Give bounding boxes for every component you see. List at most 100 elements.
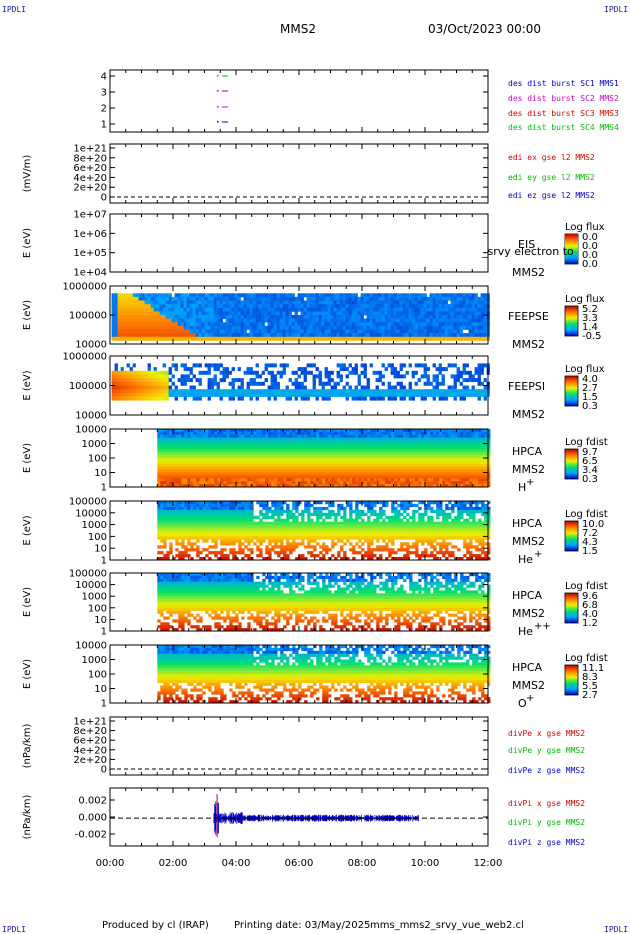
heatmap-cell xyxy=(238,472,242,476)
heatmap-cell xyxy=(355,455,359,459)
heatmap-cell xyxy=(372,307,376,312)
heatmap-cell xyxy=(448,434,452,438)
heatmap-cell xyxy=(265,455,269,459)
heatmap-cell xyxy=(414,329,418,334)
heatmap-cell xyxy=(345,336,349,341)
heatmap-cell xyxy=(325,463,329,467)
heatmap-cell xyxy=(300,367,304,372)
heatmap-cell xyxy=(207,311,211,316)
heatmap-cell xyxy=(376,434,380,438)
heatmap-cell xyxy=(475,443,479,447)
heatmap-cell xyxy=(370,481,374,485)
heatmap-cell xyxy=(373,455,377,459)
heatmap-cell xyxy=(313,458,317,462)
heatmap-cell xyxy=(313,434,317,438)
heatmap-cell xyxy=(441,336,445,341)
heatmap-cell xyxy=(198,315,202,319)
heatmap-cell xyxy=(253,460,257,465)
heatmap-cell xyxy=(472,475,476,479)
heatmap-cell xyxy=(208,440,212,444)
heatmap-cell xyxy=(420,363,424,368)
heatmap-cell xyxy=(172,472,176,476)
heatmap-cell xyxy=(294,378,298,383)
heatmap-cell xyxy=(169,452,173,456)
heatmap-cell xyxy=(249,389,253,394)
heatmap-cell xyxy=(354,370,358,375)
heatmap-cell xyxy=(394,481,398,485)
heatmap-cell xyxy=(186,392,190,397)
ytick-label-feepse: 100000 xyxy=(69,311,107,322)
heatmap-cell xyxy=(379,452,383,456)
heatmap-cell xyxy=(303,396,307,401)
heatmap-cell xyxy=(409,460,413,465)
heatmap-cell xyxy=(177,389,181,394)
heatmap-cell xyxy=(453,378,457,383)
heatmap-cell xyxy=(298,472,302,476)
heatmap-cell xyxy=(249,307,253,312)
heatmap-cell xyxy=(442,463,446,467)
heatmap-cell xyxy=(268,434,272,438)
heatmap-cell xyxy=(307,481,311,485)
heatmap-cell xyxy=(327,322,331,327)
heatmap-cell xyxy=(348,315,352,319)
heatmap-cell xyxy=(117,392,121,397)
heatmap-cell xyxy=(228,304,232,309)
heatmap-cell xyxy=(174,318,178,323)
heatmap-cell xyxy=(159,381,163,386)
heatmap-cell xyxy=(402,300,406,305)
heatmap-cell xyxy=(424,449,428,453)
heatmap-cell xyxy=(442,437,446,441)
heatmap-cell xyxy=(394,472,398,476)
colorbar-value-feepsi: 0.3 xyxy=(582,401,598,412)
heatmap-cell xyxy=(318,370,322,375)
heatmap-cell xyxy=(160,460,164,465)
heatmap-cell xyxy=(280,443,284,447)
heatmap-cell xyxy=(382,440,386,444)
heatmap-cell xyxy=(475,440,479,444)
heatmap-cell xyxy=(129,322,133,327)
heatmap-cell xyxy=(454,452,458,456)
heatmap-cell xyxy=(249,311,253,316)
heatmap-cell xyxy=(294,336,298,341)
heatmap-cell xyxy=(175,429,179,433)
heatmap-cell xyxy=(174,293,178,298)
heatmap-cell xyxy=(202,443,206,447)
heatmap-cell xyxy=(150,325,154,330)
heatmap-cell xyxy=(337,466,341,470)
heatmap-cell xyxy=(357,378,361,383)
heatmap-cell xyxy=(375,311,379,316)
heatmap-cell xyxy=(198,389,202,394)
heatmap-cell xyxy=(444,367,448,372)
heatmap-cell xyxy=(426,322,430,327)
heatmap-cell xyxy=(259,481,263,485)
heatmap-cell xyxy=(295,429,299,433)
heatmap-cell xyxy=(430,484,434,488)
heatmap-cell xyxy=(264,318,268,323)
heatmap-cell xyxy=(450,293,454,298)
heatmap-cell xyxy=(406,431,410,436)
heatmap-cell xyxy=(216,333,220,338)
heatmap-cell xyxy=(381,396,385,401)
heatmap-cell xyxy=(468,333,472,338)
heatmap-cell xyxy=(373,458,377,462)
heatmap-cell xyxy=(475,478,479,482)
heatmap-cell xyxy=(187,431,191,436)
heatmap-cell xyxy=(303,367,307,372)
heatmap-cell xyxy=(147,374,151,379)
heatmap-cell xyxy=(129,385,133,390)
heatmap-cell xyxy=(345,307,349,312)
heatmap-cell xyxy=(177,315,181,319)
heatmap-cell xyxy=(294,329,298,334)
heatmap-cell xyxy=(303,378,307,383)
heatmap-cell xyxy=(246,296,250,301)
heatmap-cell xyxy=(376,463,380,467)
heatmap-cell xyxy=(433,429,437,433)
heatmap-cell xyxy=(466,463,470,467)
heatmap-cell xyxy=(166,458,170,462)
heatmap-cell xyxy=(211,455,215,459)
heatmap-cell xyxy=(256,452,260,456)
burst-dot-3 xyxy=(217,90,219,92)
heatmap-cell xyxy=(166,446,170,450)
heatmap-cell xyxy=(150,336,154,341)
heatmap-cell xyxy=(163,475,167,479)
